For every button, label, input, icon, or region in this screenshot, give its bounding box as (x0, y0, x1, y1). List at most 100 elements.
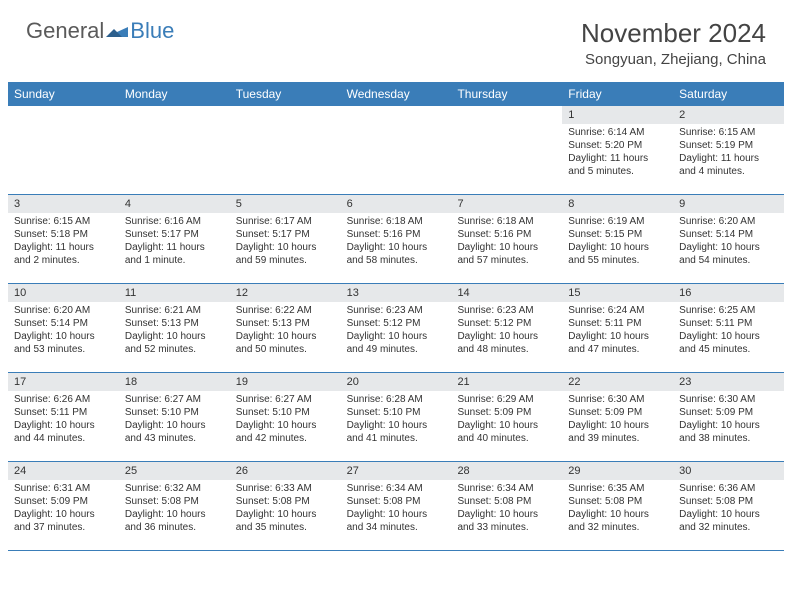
day-details: Sunrise: 6:15 AMSunset: 5:18 PMDaylight:… (8, 213, 119, 271)
day-line-d2: and 44 minutes. (14, 432, 113, 445)
day-details: Sunrise: 6:16 AMSunset: 5:17 PMDaylight:… (119, 213, 230, 271)
day-line-d1: Daylight: 10 hours (568, 330, 667, 343)
day-line-d1: Daylight: 10 hours (14, 330, 113, 343)
day-line-d1: Daylight: 10 hours (457, 241, 556, 254)
day-line-sr: Sunrise: 6:34 AM (457, 482, 556, 495)
day-cell: 12Sunrise: 6:22 AMSunset: 5:13 PMDayligh… (230, 284, 341, 372)
day-cell: 10Sunrise: 6:20 AMSunset: 5:14 PMDayligh… (8, 284, 119, 372)
day-line-d2: and 49 minutes. (347, 343, 446, 356)
day-cell: 25Sunrise: 6:32 AMSunset: 5:08 PMDayligh… (119, 462, 230, 550)
day-line-sr: Sunrise: 6:27 AM (236, 393, 335, 406)
day-cell: 17Sunrise: 6:26 AMSunset: 5:11 PMDayligh… (8, 373, 119, 461)
day-line-d2: and 53 minutes. (14, 343, 113, 356)
day-line-sr: Sunrise: 6:28 AM (347, 393, 446, 406)
day-details: Sunrise: 6:20 AMSunset: 5:14 PMDaylight:… (8, 302, 119, 360)
day-line-d1: Daylight: 10 hours (14, 419, 113, 432)
weekday-header: Sunday (8, 82, 119, 106)
day-line-sr: Sunrise: 6:23 AM (457, 304, 556, 317)
day-line-sr: Sunrise: 6:30 AM (679, 393, 778, 406)
day-details: Sunrise: 6:34 AMSunset: 5:08 PMDaylight:… (341, 480, 452, 538)
day-number: 17 (8, 373, 119, 391)
day-line-d2: and 36 minutes. (125, 521, 224, 534)
day-line-ss: Sunset: 5:08 PM (679, 495, 778, 508)
weekday-header: Saturday (673, 82, 784, 106)
day-number: 6 (341, 195, 452, 213)
day-line-sr: Sunrise: 6:21 AM (125, 304, 224, 317)
day-line-d2: and 34 minutes. (347, 521, 446, 534)
day-number: 14 (451, 284, 562, 302)
day-cell: 13Sunrise: 6:23 AMSunset: 5:12 PMDayligh… (341, 284, 452, 372)
day-cell: 23Sunrise: 6:30 AMSunset: 5:09 PMDayligh… (673, 373, 784, 461)
weekday-header: Friday (562, 82, 673, 106)
day-line-d1: Daylight: 10 hours (347, 330, 446, 343)
day-line-sr: Sunrise: 6:25 AM (679, 304, 778, 317)
day-line-d2: and 35 minutes. (236, 521, 335, 534)
day-line-d1: Daylight: 10 hours (125, 508, 224, 521)
day-line-sr: Sunrise: 6:27 AM (125, 393, 224, 406)
day-line-ss: Sunset: 5:13 PM (236, 317, 335, 330)
day-line-ss: Sunset: 5:10 PM (125, 406, 224, 419)
day-line-ss: Sunset: 5:17 PM (236, 228, 335, 241)
day-line-ss: Sunset: 5:11 PM (679, 317, 778, 330)
day-number: 21 (451, 373, 562, 391)
day-cell: 3Sunrise: 6:15 AMSunset: 5:18 PMDaylight… (8, 195, 119, 283)
day-cell: 24Sunrise: 6:31 AMSunset: 5:09 PMDayligh… (8, 462, 119, 550)
day-line-d2: and 43 minutes. (125, 432, 224, 445)
day-number: 9 (673, 195, 784, 213)
location-subtitle: Songyuan, Zhejiang, China (581, 51, 766, 68)
day-number: 18 (119, 373, 230, 391)
day-cell: 5Sunrise: 6:17 AMSunset: 5:17 PMDaylight… (230, 195, 341, 283)
day-line-sr: Sunrise: 6:29 AM (457, 393, 556, 406)
day-line-sr: Sunrise: 6:30 AM (568, 393, 667, 406)
day-line-d1: Daylight: 10 hours (125, 419, 224, 432)
week-row: 3Sunrise: 6:15 AMSunset: 5:18 PMDaylight… (8, 195, 784, 284)
day-line-ss: Sunset: 5:14 PM (679, 228, 778, 241)
day-cell: 7Sunrise: 6:18 AMSunset: 5:16 PMDaylight… (451, 195, 562, 283)
day-details: Sunrise: 6:27 AMSunset: 5:10 PMDaylight:… (230, 391, 341, 449)
day-line-sr: Sunrise: 6:22 AM (236, 304, 335, 317)
day-number: 5 (230, 195, 341, 213)
day-line-d2: and 42 minutes. (236, 432, 335, 445)
day-number: 11 (119, 284, 230, 302)
day-number: 13 (341, 284, 452, 302)
day-line-d1: Daylight: 10 hours (457, 508, 556, 521)
day-cell (230, 106, 341, 194)
day-line-ss: Sunset: 5:13 PM (125, 317, 224, 330)
day-cell (341, 106, 452, 194)
day-number: 3 (8, 195, 119, 213)
calendar: SundayMondayTuesdayWednesdayThursdayFrid… (8, 82, 784, 551)
weekday-header-row: SundayMondayTuesdayWednesdayThursdayFrid… (8, 82, 784, 106)
day-line-d2: and 2 minutes. (14, 254, 113, 267)
weekday-header: Tuesday (230, 82, 341, 106)
day-line-d1: Daylight: 10 hours (568, 508, 667, 521)
day-line-d1: Daylight: 11 hours (568, 152, 667, 165)
day-line-sr: Sunrise: 6:35 AM (568, 482, 667, 495)
day-line-ss: Sunset: 5:09 PM (679, 406, 778, 419)
day-line-sr: Sunrise: 6:15 AM (14, 215, 113, 228)
month-title: November 2024 (581, 18, 766, 49)
day-cell: 1Sunrise: 6:14 AMSunset: 5:20 PMDaylight… (562, 106, 673, 194)
day-line-ss: Sunset: 5:18 PM (14, 228, 113, 241)
day-line-ss: Sunset: 5:12 PM (457, 317, 556, 330)
day-line-d1: Daylight: 10 hours (568, 241, 667, 254)
day-cell (8, 106, 119, 194)
week-row: 1Sunrise: 6:14 AMSunset: 5:20 PMDaylight… (8, 106, 784, 195)
day-details: Sunrise: 6:32 AMSunset: 5:08 PMDaylight:… (119, 480, 230, 538)
day-line-ss: Sunset: 5:10 PM (236, 406, 335, 419)
day-details: Sunrise: 6:20 AMSunset: 5:14 PMDaylight:… (673, 213, 784, 271)
day-line-d2: and 45 minutes. (679, 343, 778, 356)
day-details: Sunrise: 6:30 AMSunset: 5:09 PMDaylight:… (673, 391, 784, 449)
day-line-d1: Daylight: 10 hours (236, 508, 335, 521)
day-line-d2: and 32 minutes. (568, 521, 667, 534)
day-details: Sunrise: 6:23 AMSunset: 5:12 PMDaylight:… (341, 302, 452, 360)
day-number: 28 (451, 462, 562, 480)
day-line-sr: Sunrise: 6:18 AM (457, 215, 556, 228)
day-line-ss: Sunset: 5:14 PM (14, 317, 113, 330)
day-line-d2: and 59 minutes. (236, 254, 335, 267)
day-line-ss: Sunset: 5:11 PM (568, 317, 667, 330)
weekday-header: Wednesday (341, 82, 452, 106)
day-number: 20 (341, 373, 452, 391)
day-details: Sunrise: 6:22 AMSunset: 5:13 PMDaylight:… (230, 302, 341, 360)
day-cell: 4Sunrise: 6:16 AMSunset: 5:17 PMDaylight… (119, 195, 230, 283)
day-cell: 26Sunrise: 6:33 AMSunset: 5:08 PMDayligh… (230, 462, 341, 550)
